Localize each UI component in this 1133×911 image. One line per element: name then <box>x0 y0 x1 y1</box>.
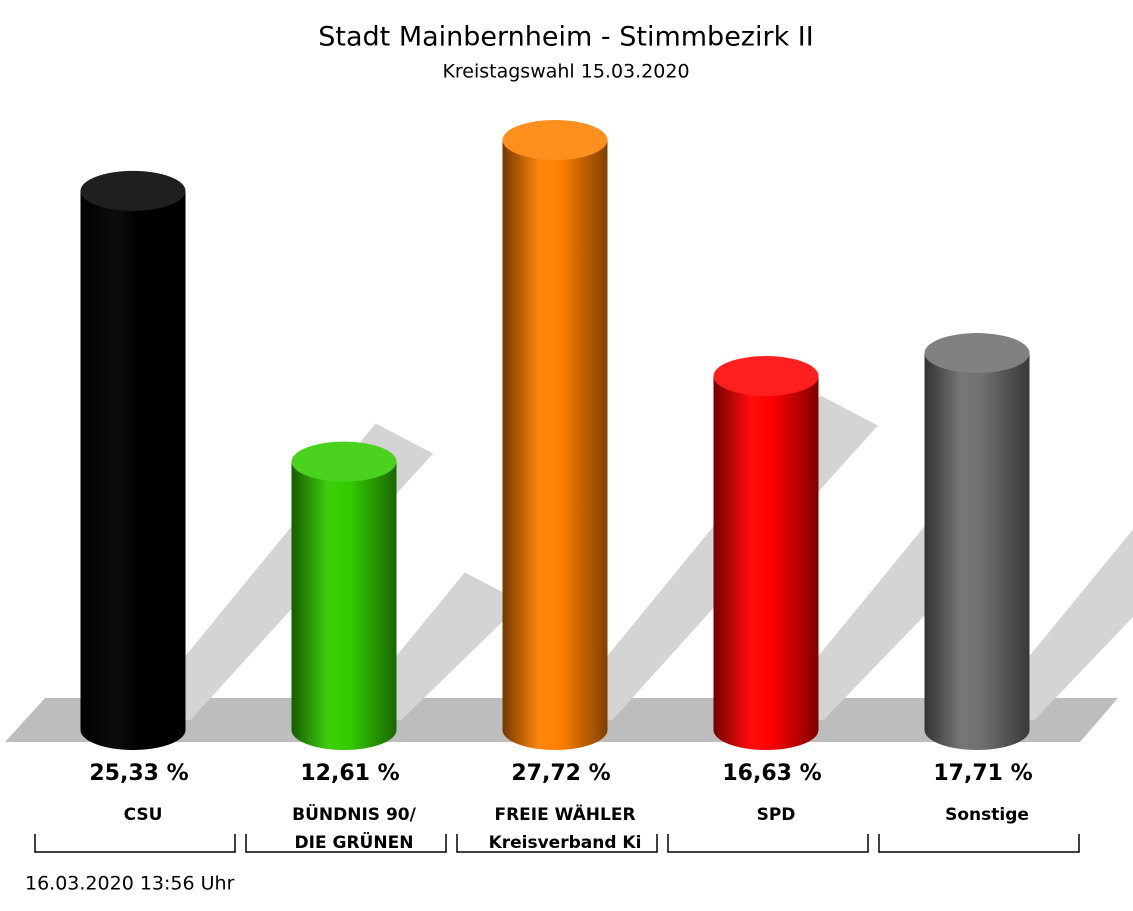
value-label: 25,33 % <box>89 761 188 786</box>
bar <box>80 170 186 751</box>
x-tick-label: CSU <box>124 805 163 825</box>
bar-top <box>80 170 186 211</box>
category-bracket <box>245 834 447 853</box>
bar-top <box>502 120 608 160</box>
x-tick-label: FREIE WÄHLER <box>494 803 635 825</box>
bar-body <box>291 461 397 750</box>
x-tick-label: DIE GRÜNEN <box>295 831 414 853</box>
value-label: 12,61 % <box>300 761 399 786</box>
bar-top <box>924 333 1030 374</box>
chart-subtitle: Kreistagswahl 15.03.2020 <box>442 61 689 83</box>
x-tick-label: BÜNDNIS 90/ <box>292 803 416 825</box>
chart-title: Stadt Mainbernheim - Stimmbezirk II <box>318 22 813 53</box>
bar-body <box>80 190 186 751</box>
category-bracket <box>34 834 236 853</box>
bar <box>924 333 1030 750</box>
bar <box>291 441 397 750</box>
category-bracket <box>667 834 869 853</box>
bar <box>502 120 608 750</box>
bar-top <box>713 356 819 397</box>
bar-body <box>713 376 819 750</box>
bar-body <box>502 140 608 750</box>
value-label: 16,63 % <box>722 761 821 786</box>
value-label: 27,72 % <box>511 761 610 786</box>
bar <box>713 356 819 750</box>
category-bracket <box>878 834 1080 853</box>
x-tick-label: Sonstige <box>945 805 1029 825</box>
value-label: 17,71 % <box>933 761 1032 786</box>
bar-body <box>924 353 1030 750</box>
category-bracket <box>456 834 658 853</box>
x-tick-label: SPD <box>757 805 796 825</box>
footer: 16.03.2020 13:56 Uhr <box>25 873 235 895</box>
bar-shadow <box>977 529 1133 720</box>
bar-top <box>291 441 397 482</box>
x-tick-label: Kreisverband Ki <box>489 833 642 853</box>
